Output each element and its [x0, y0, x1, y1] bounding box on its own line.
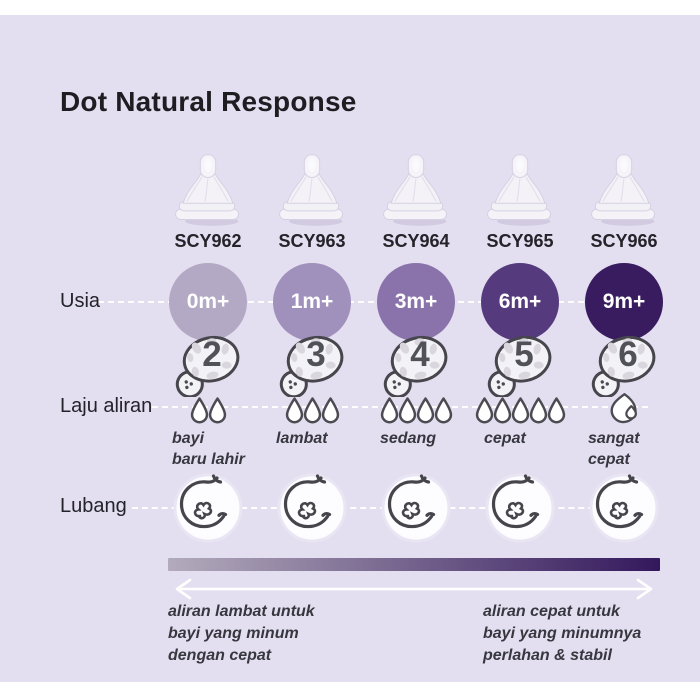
- age-badge: 6m+: [481, 263, 559, 341]
- legend-slow-flow-note: aliran lambat untuk bayi yang minum deng…: [168, 603, 315, 664]
- flow-droplets-icon: [572, 392, 676, 424]
- flow-number-icon: 2: [170, 331, 246, 397]
- product-column-scy966: SCY966 9m+ 6 sangat cepat: [572, 0, 676, 560]
- product-column-scy965: SCY965 6m+ 5: [468, 0, 572, 560]
- flow-number-icon: 4: [378, 331, 454, 397]
- hole-row-label: Lubang: [60, 495, 127, 517]
- flow-rate-label: bayi baru lahir: [172, 430, 245, 468]
- product-code: SCY964: [382, 231, 450, 251]
- page-title: Dot Natural Response: [60, 86, 357, 117]
- age-badge: 3m+: [377, 263, 455, 341]
- hole-icon: [380, 472, 452, 544]
- product-code: SCY962: [174, 231, 242, 251]
- hole-icon: [484, 472, 556, 544]
- product-code: SCY963: [278, 231, 346, 251]
- flow-number: 6: [618, 335, 638, 374]
- flow-number-icon: 3: [274, 331, 350, 397]
- flow-droplets-icon: [364, 392, 468, 424]
- flow-number-icon: 5: [482, 331, 558, 397]
- hole-icon: [172, 472, 244, 544]
- flow-rate-label: sangat cepat: [588, 430, 640, 468]
- double-arrow-icon: [175, 578, 653, 600]
- flow-rate-label: lambat: [276, 430, 328, 447]
- flow-droplets-icon: [156, 392, 260, 424]
- product-code: SCY966: [590, 231, 658, 251]
- legend-fast-flow-note: aliran cepat untuk bayi yang minumnya pe…: [483, 603, 642, 664]
- age-badge: 9m+: [585, 263, 663, 341]
- flow-row-label: Laju aliran: [60, 395, 153, 417]
- age-badge: 0m+: [169, 263, 247, 341]
- nipple-photo: [374, 146, 458, 230]
- hole-dashed-connector: [132, 507, 624, 509]
- nipple-photo: [582, 146, 666, 230]
- hole-icon: [276, 472, 348, 544]
- flow-dashed-connector: [152, 406, 648, 408]
- flow-droplets-icon: [468, 392, 572, 424]
- nipple-photo: [166, 146, 250, 230]
- age-row-label: Usia: [60, 290, 101, 312]
- nipple-photo: [478, 146, 562, 230]
- flow-droplets-icon: [260, 392, 364, 424]
- product-column-scy964: SCY964 3m+ 4 sedang: [364, 0, 468, 560]
- flow-number: 3: [306, 335, 326, 374]
- product-column-scy962: SCY962 0m+ 2 bayi baru lahir: [156, 0, 260, 560]
- flow-rate-label: sedang: [380, 430, 437, 447]
- flow-number: 4: [410, 335, 430, 374]
- age-dashed-connector: [98, 301, 624, 303]
- age-badge: 1m+: [273, 263, 351, 341]
- flow-number: 5: [514, 335, 534, 374]
- nipple-photo: [270, 146, 354, 230]
- flow-number: 2: [202, 335, 222, 374]
- hole-icon: [588, 472, 660, 544]
- flow-gradient-bar: [168, 558, 660, 571]
- product-column-scy963: SCY963 1m+ 3 lambat: [260, 0, 364, 560]
- product-code: SCY965: [486, 231, 554, 251]
- flow-number-icon: 6: [586, 331, 662, 397]
- flow-rate-label: cepat: [484, 430, 526, 447]
